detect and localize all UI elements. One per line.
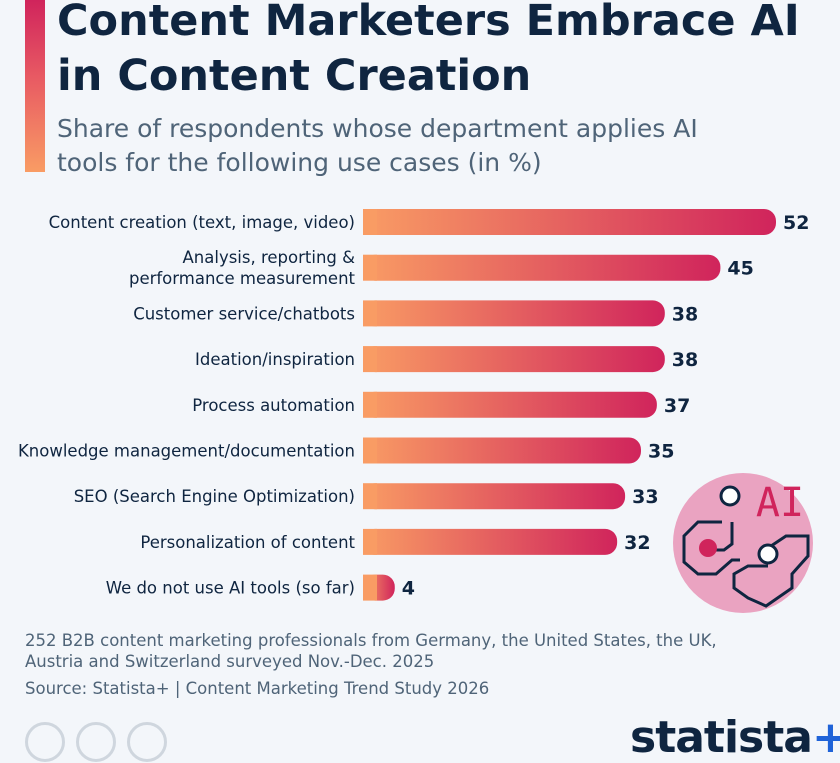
brand-plus: + — [811, 712, 840, 763]
statista-logo[interactable]: statista+ — [630, 712, 840, 763]
bar-4-left-edge — [363, 391, 377, 418]
bar-6-left-edge — [363, 483, 377, 510]
ai-brain-icon: AI — [673, 473, 813, 613]
bar-8-left-edge — [363, 574, 377, 601]
bar-chart: 52 Content creation (text, image, video) 4… — [18, 209, 809, 601]
category-label-6: SEO (Search Engine Optimization) — [74, 487, 355, 506]
bar-7-left-edge — [363, 528, 377, 555]
value-label-1: 45 — [727, 258, 753, 280]
ai-icon-text: AI — [756, 480, 804, 526]
category-label-5: Knowledge management/documentation — [18, 442, 355, 461]
bar-1 — [363, 254, 721, 281]
creative-commons-icon[interactable] — [25, 722, 65, 762]
brand-name: statista — [630, 712, 813, 763]
bar-2 — [363, 300, 665, 327]
bar-1-left-edge — [363, 254, 377, 281]
category-label-2: Customer service/chatbots — [133, 304, 355, 323]
value-label-3: 38 — [672, 349, 698, 371]
value-label-0: 52 — [783, 212, 809, 234]
equals-icon[interactable] — [127, 722, 167, 762]
value-label-4: 37 — [664, 395, 690, 417]
chart-title: Content Marketers Embrace AI in Content … — [57, 0, 800, 101]
bar-3 — [363, 346, 665, 373]
bar-7 — [363, 528, 618, 555]
value-label-7: 32 — [624, 532, 650, 554]
value-label-5: 35 — [648, 441, 674, 463]
bar-5 — [363, 437, 641, 464]
bar-0-left-edge — [363, 209, 377, 235]
bar-2-left-edge — [363, 300, 377, 327]
category-label-3: Ideation/inspiration — [195, 350, 355, 369]
category-label-8: We do not use AI tools (so far) — [106, 579, 355, 598]
bar-0 — [363, 209, 776, 235]
category-label-7: Personalization of content — [140, 533, 355, 552]
value-label-8: 4 — [402, 578, 415, 600]
title-accent-bar — [25, 0, 45, 172]
bar-6 — [363, 483, 626, 510]
source-line: Source: Statista+ | Content Marketing Tr… — [25, 679, 490, 698]
value-label-2: 38 — [672, 303, 698, 325]
bar-5-left-edge — [363, 437, 377, 464]
survey-note: 252 B2B content marketing professionals … — [25, 631, 717, 671]
category-label-1: Analysis, reporting & performance measure… — [129, 248, 356, 288]
value-label-6: 33 — [632, 486, 658, 508]
category-label-0: Content creation (text, image, video) — [49, 213, 355, 232]
bar-3-left-edge — [363, 346, 377, 373]
chart-subtitle: Share of respondents whose department ap… — [57, 114, 698, 177]
bar-4 — [363, 391, 657, 418]
category-label-4: Process automation — [192, 396, 355, 415]
attribution-icon[interactable] — [76, 722, 116, 762]
